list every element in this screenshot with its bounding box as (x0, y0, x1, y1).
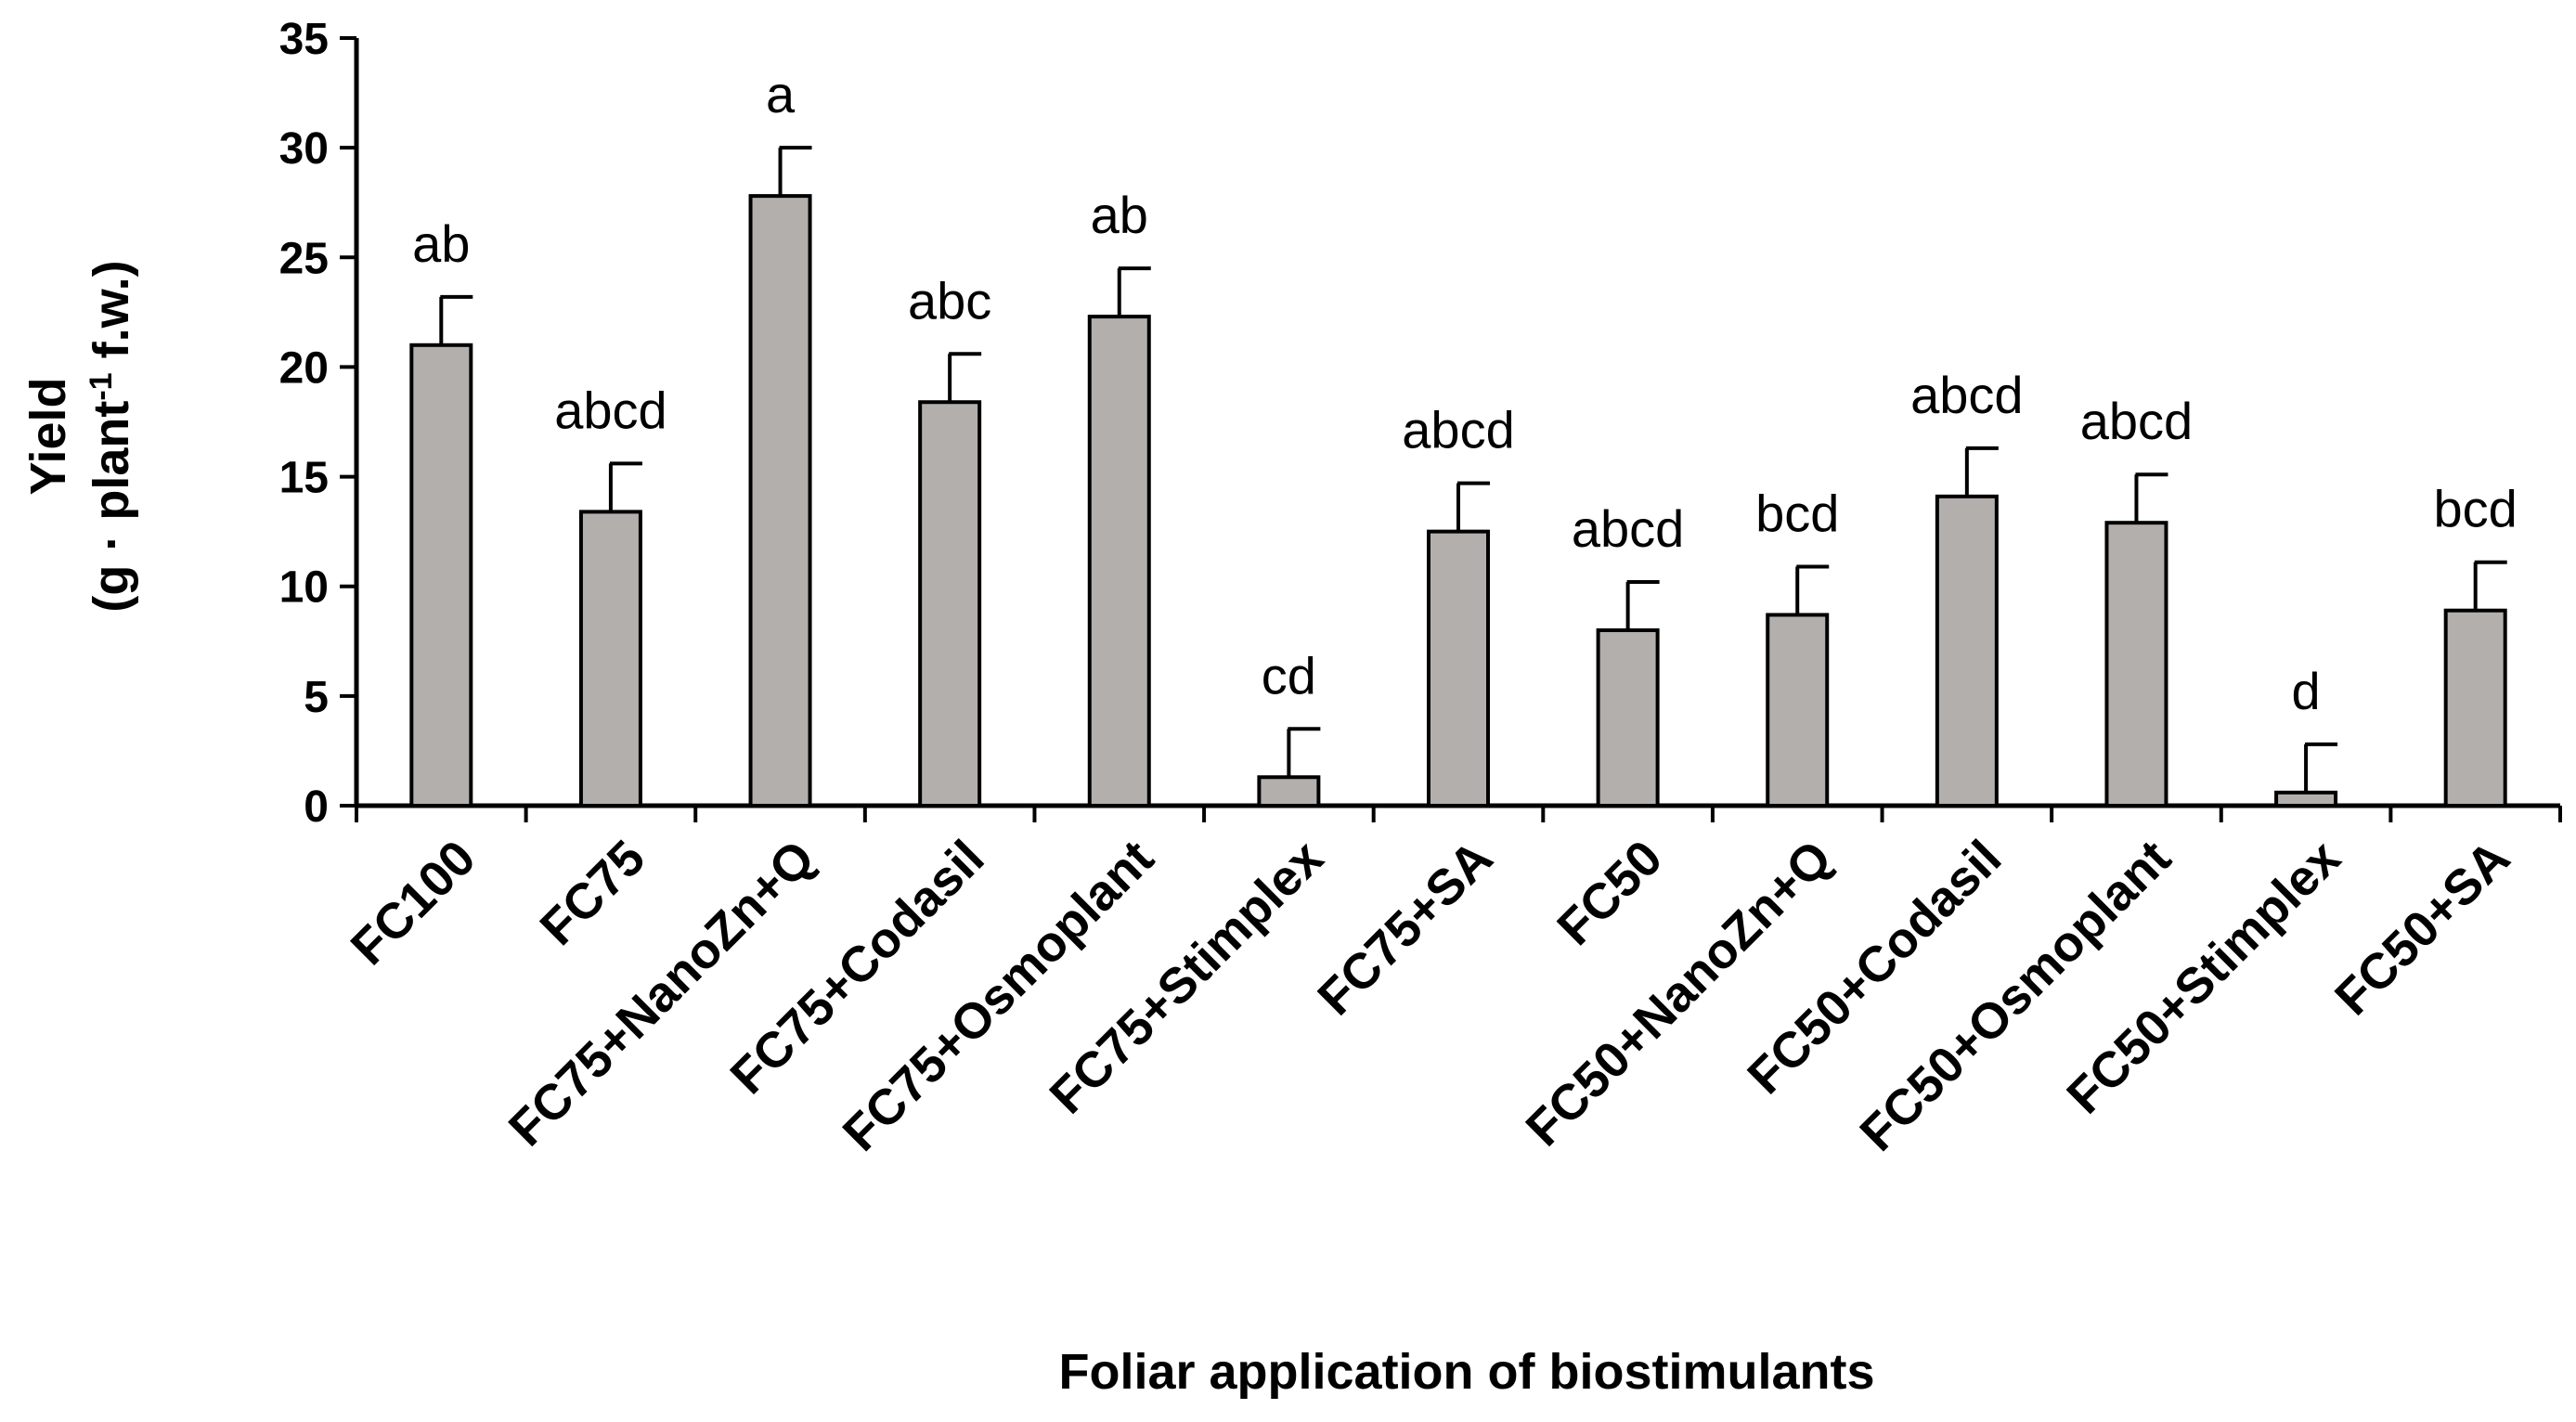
x-tick-label: FC100 (341, 830, 486, 976)
x-axis (355, 803, 2562, 822)
y-axis-title-sup: -1 (84, 372, 119, 400)
x-tick-label: FC75+NanoZn+Q (498, 830, 825, 1157)
y-axis-title-line2: (g · plant-1 f.w.) (84, 260, 139, 612)
significance-letter: d (2291, 662, 2320, 720)
bar (748, 194, 812, 808)
significance-letter: bcd (2434, 480, 2518, 538)
category-labels: FC100 FC75FC75+NanoZn+QFC75+CodasilFC75+O… (341, 830, 2520, 1162)
significance-letter: abcd (1910, 366, 2023, 424)
y-axis-title-suffix: f.w.) (84, 260, 139, 372)
bar (2274, 790, 2338, 808)
bar (1257, 775, 1321, 808)
significance-letter: ab (1091, 186, 1148, 244)
error-bars (439, 146, 2507, 793)
significance-letter: abcd (554, 381, 667, 439)
y-tick-label: 25 (279, 234, 329, 283)
x-tick-label: FC75+Osmoplant (833, 830, 1165, 1162)
y-tick-label: 5 (304, 673, 329, 722)
bar (2104, 521, 2168, 808)
y-axis-title-line1: Yield (20, 377, 76, 495)
significance-letter: ab (412, 214, 470, 273)
y-axis-title: Yield (g · plant-1 f.w.) (20, 260, 139, 612)
bar (1596, 627, 1660, 808)
x-tick-label: FC75 (530, 830, 656, 956)
y-tick-label: 0 (304, 782, 329, 832)
y-tick-label: 15 (279, 454, 329, 503)
y-tick-label: 30 (279, 124, 329, 174)
significance-letter: abcd (1572, 499, 1684, 558)
significance-letter: bcd (1755, 484, 1839, 542)
x-tick-label: FC50+SA (2324, 830, 2520, 1026)
y-axis: 0 5 10 15 20 25 30 35 (279, 15, 359, 832)
x-tick-label: FC75+SA (1307, 830, 1503, 1026)
y-tick-label: 35 (279, 15, 329, 64)
x-tick-label: FC50 (1547, 830, 1673, 956)
y-tick-label: 20 (279, 343, 329, 393)
significance-letter: abcd (2080, 392, 2193, 450)
significance-letter: cd (1262, 646, 1316, 705)
bar (1766, 613, 1830, 808)
significance-letter: a (766, 65, 796, 123)
bar (918, 400, 982, 808)
x-tick-label: FC50+Osmoplant (1849, 830, 2181, 1162)
y-axis-title-prefix: (g · plant (84, 401, 139, 613)
x-axis-title: Foliar application of biostimulants (1058, 1344, 1874, 1400)
bar (409, 343, 473, 808)
x-tick-label: FC50+NanoZn+Q (1516, 830, 1843, 1157)
significance-letter: abcd (1402, 401, 1514, 459)
significance-letter: abc (908, 271, 991, 330)
y-tick-label: 10 (279, 563, 329, 613)
bar (2443, 608, 2507, 808)
bars (409, 194, 2507, 808)
bar (1087, 315, 1151, 808)
bar (578, 510, 642, 808)
bar (1935, 494, 1999, 808)
bar (1427, 529, 1490, 808)
